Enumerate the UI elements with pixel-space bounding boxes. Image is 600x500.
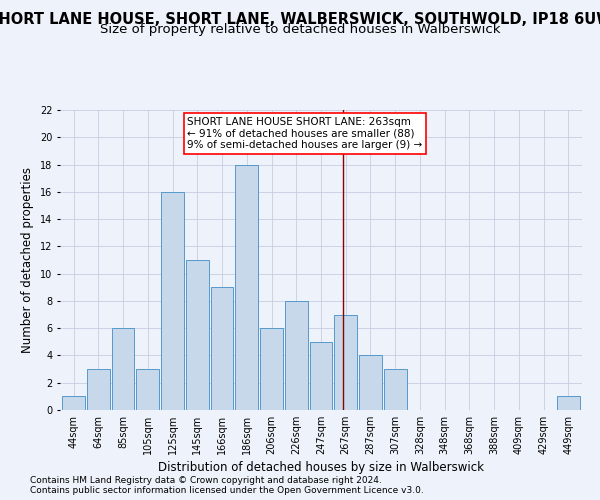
- Bar: [359, 356, 382, 410]
- Bar: [136, 369, 159, 410]
- Bar: [62, 396, 85, 410]
- Bar: [260, 328, 283, 410]
- Bar: [186, 260, 209, 410]
- Bar: [161, 192, 184, 410]
- Bar: [211, 288, 233, 410]
- Bar: [384, 369, 407, 410]
- Text: Contains HM Land Registry data © Crown copyright and database right 2024.: Contains HM Land Registry data © Crown c…: [30, 476, 382, 485]
- Bar: [87, 369, 110, 410]
- Text: SHORT LANE HOUSE SHORT LANE: 263sqm
← 91% of detached houses are smaller (88)
9%: SHORT LANE HOUSE SHORT LANE: 263sqm ← 91…: [187, 117, 422, 150]
- Bar: [557, 396, 580, 410]
- Text: Size of property relative to detached houses in Walberswick: Size of property relative to detached ho…: [100, 22, 500, 36]
- Bar: [235, 164, 258, 410]
- X-axis label: Distribution of detached houses by size in Walberswick: Distribution of detached houses by size …: [158, 461, 484, 474]
- Bar: [285, 301, 308, 410]
- Text: Contains public sector information licensed under the Open Government Licence v3: Contains public sector information licen…: [30, 486, 424, 495]
- Y-axis label: Number of detached properties: Number of detached properties: [22, 167, 34, 353]
- Text: SHORT LANE HOUSE, SHORT LANE, WALBERSWICK, SOUTHWOLD, IP18 6UW: SHORT LANE HOUSE, SHORT LANE, WALBERSWIC…: [0, 12, 600, 28]
- Bar: [334, 314, 357, 410]
- Bar: [112, 328, 134, 410]
- Bar: [310, 342, 332, 410]
